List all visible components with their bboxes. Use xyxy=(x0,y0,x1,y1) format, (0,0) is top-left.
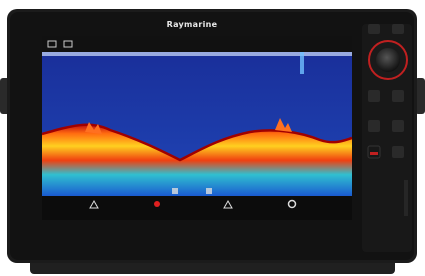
bottom-bar xyxy=(42,196,352,220)
surface-clutter xyxy=(42,52,352,56)
mob-indicator xyxy=(370,152,378,155)
mob-key[interactable] xyxy=(392,120,404,132)
menu-key[interactable] xyxy=(392,24,404,34)
page: Raymarine (() => { const data = JSON.par… xyxy=(0,0,425,276)
joystick[interactable] xyxy=(376,48,400,72)
zoom-control[interactable] xyxy=(206,188,212,194)
sonar-streak xyxy=(300,52,304,74)
back-key[interactable] xyxy=(368,90,380,102)
card-slot xyxy=(404,180,408,216)
zoom-control[interactable] xyxy=(172,188,178,194)
waypoint-key[interactable] xyxy=(368,120,380,132)
brand-logo: Raymarine xyxy=(167,20,218,29)
device-photo: Raymarine xyxy=(0,0,425,276)
mob-button[interactable] xyxy=(154,201,160,207)
ok-key[interactable] xyxy=(392,90,404,102)
top-bar xyxy=(42,36,352,52)
home-key[interactable] xyxy=(368,24,380,34)
user-key[interactable] xyxy=(392,146,404,158)
